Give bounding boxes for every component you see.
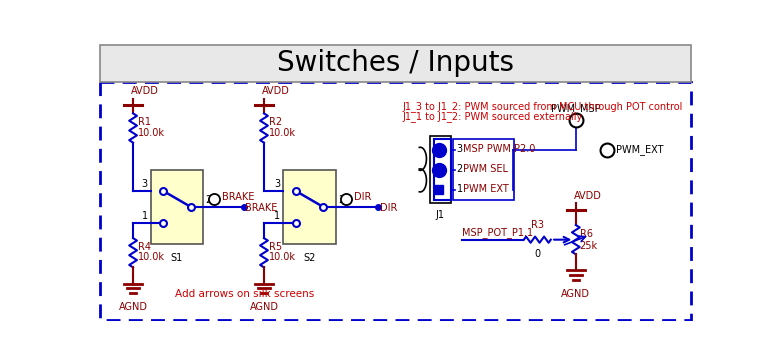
- Text: AVDD: AVDD: [574, 191, 601, 201]
- Text: PWM_MSP: PWM_MSP: [551, 103, 601, 114]
- Text: Switches / Inputs: Switches / Inputs: [277, 49, 514, 77]
- Bar: [434, 185, 443, 194]
- Text: 10.0k: 10.0k: [269, 128, 296, 138]
- Text: R6: R6: [580, 229, 593, 239]
- Text: R4: R4: [137, 242, 151, 252]
- Text: 0: 0: [534, 249, 540, 259]
- Bar: [434, 139, 451, 200]
- Text: R2: R2: [269, 117, 282, 127]
- Text: AGND: AGND: [249, 302, 279, 312]
- Text: 2: 2: [205, 195, 212, 205]
- Text: R1: R1: [137, 117, 151, 127]
- Text: PWM EXT: PWM EXT: [463, 184, 510, 194]
- Text: 10.0k: 10.0k: [137, 252, 164, 262]
- Text: MSP_POT_P1.1: MSP_POT_P1.1: [462, 227, 533, 238]
- Text: 10.0k: 10.0k: [269, 252, 296, 262]
- Bar: [151, 170, 203, 244]
- Text: 3: 3: [456, 144, 462, 154]
- Text: S2: S2: [303, 253, 316, 263]
- Text: DIR: DIR: [354, 192, 371, 202]
- Text: AVDD: AVDD: [262, 86, 290, 96]
- Text: 1: 1: [141, 212, 147, 222]
- Bar: [429, 136, 451, 204]
- Text: Add arrows on silk screens: Add arrows on silk screens: [175, 288, 315, 299]
- Text: R5: R5: [269, 242, 282, 252]
- Text: 3: 3: [141, 179, 147, 189]
- Text: AVDD: AVDD: [130, 86, 158, 96]
- Bar: [100, 45, 692, 82]
- Text: PWM_EXT: PWM_EXT: [616, 144, 663, 155]
- Text: 2: 2: [456, 164, 462, 174]
- Text: BRAKE: BRAKE: [222, 192, 254, 202]
- Text: 3: 3: [274, 179, 280, 189]
- Text: R3: R3: [531, 221, 543, 230]
- Text: J1_3 to J1_2: PWM sourced from MCU through POT control: J1_3 to J1_2: PWM sourced from MCU throu…: [402, 101, 683, 112]
- Text: 1: 1: [456, 184, 462, 194]
- Text: MSP PWM P2.0: MSP PWM P2.0: [463, 144, 536, 154]
- Bar: [452, 139, 514, 200]
- Text: DIR: DIR: [381, 203, 398, 213]
- Text: 10.0k: 10.0k: [137, 128, 164, 138]
- Text: AGND: AGND: [561, 289, 591, 299]
- Text: 25k: 25k: [580, 241, 598, 251]
- Text: AGND: AGND: [119, 302, 147, 312]
- Text: BRAKE: BRAKE: [245, 203, 278, 213]
- Bar: [283, 170, 336, 244]
- Text: PWM SEL: PWM SEL: [463, 164, 509, 174]
- Text: 1: 1: [274, 212, 280, 222]
- Text: 2: 2: [338, 195, 344, 205]
- Text: S1: S1: [171, 253, 183, 263]
- Text: J1_1 to J1_2: PWM sourced externally: J1_1 to J1_2: PWM sourced externally: [402, 111, 583, 122]
- Text: J1: J1: [436, 210, 445, 219]
- Bar: [100, 82, 692, 320]
